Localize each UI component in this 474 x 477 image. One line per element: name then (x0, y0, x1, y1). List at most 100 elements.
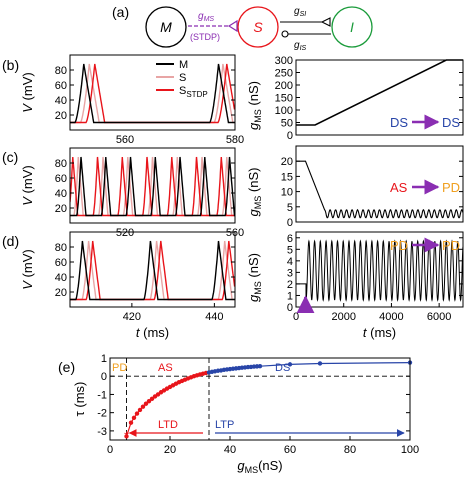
panel-c-right-ylabel: gMS (nS) (246, 168, 263, 217)
panel-b-right-ytick-label: 100 (275, 105, 293, 117)
trace-s (70, 240, 235, 301)
panel-d-right-xtick-label: 2000 (331, 311, 355, 323)
tau-point-as (143, 401, 149, 406)
trace-m (70, 240, 235, 301)
panel-d-right-frame (295, 231, 464, 308)
legend-label-s: S (179, 72, 186, 84)
panel-b-left-ytick-label: 20 (55, 110, 67, 122)
panel-d-left-frame (69, 231, 236, 308)
panel-c-right-ytick-label: 15 (281, 171, 293, 183)
panel-e-ytick-label: 1 (101, 353, 107, 365)
panel-b-right-frame (295, 59, 464, 136)
node-i-label: I (350, 19, 354, 35)
legend-label-m: M (179, 59, 188, 71)
panel-b-right-ytick-label: 150 (275, 93, 293, 105)
panel-d-voltage: 20 40 60 80 420 440 V (mV) t (ms) (20, 231, 236, 340)
edge-i-s-inhibitory-head (281, 30, 289, 38)
panel-c-right-ytick-label: 10 (281, 187, 293, 199)
panel-d-right-xtick-label: 6000 (427, 311, 451, 323)
region-label-pd: PD (112, 362, 127, 374)
panel-c-right-ytick-label: 0 (287, 217, 293, 229)
panel-e-xtick-label: 20 (164, 444, 176, 456)
panel-c-right-ytick-label: 20 (281, 156, 293, 168)
ylabel-var: V (20, 196, 35, 206)
region-label-as: AS (158, 362, 173, 374)
panel-d-right-ytick-label: 6 (287, 233, 293, 245)
xlabel-unit: (ms) (367, 325, 397, 340)
ylabel-unit: (nS) (246, 253, 261, 281)
panel-b-left-ytick-label: 80 (55, 65, 67, 77)
panel-e-ytick-label: -1 (97, 389, 107, 401)
tau-point-as (149, 396, 155, 402)
panel-d-right-xlabel: t (ms) (363, 325, 396, 340)
gms-line (296, 59, 463, 126)
ylabel-unit: (mV) (20, 72, 35, 104)
panel-b-left-ytick-label: 40 (55, 95, 67, 107)
panel-d-left-ytick-label: 20 (55, 287, 67, 299)
ylabel-var: g (246, 208, 261, 216)
g-ms-label: gMS (198, 11, 214, 23)
tau-point-as (131, 415, 137, 420)
ylabel-var: g (246, 122, 261, 130)
ylabel-var: g (246, 294, 261, 302)
panel-e-xtick-label: 0 (107, 444, 113, 456)
panel-d-left-xtick-label: 440 (205, 311, 223, 323)
panel-b-right-ylabel: gMS (nS) (246, 81, 263, 130)
ylabel-unit: (mV) (20, 249, 35, 281)
region-label-ds: DS (275, 362, 290, 374)
panel-d-right-ytick-label: 0 (287, 302, 293, 314)
panel-d-left-ytick-label: 60 (55, 257, 67, 269)
ylabel-sub: MS (253, 281, 263, 295)
panel-d-right-ytick-label: 4 (287, 256, 293, 268)
panel-d-right-ytick-label: 2 (287, 279, 293, 291)
g-is-label: gIS (294, 40, 307, 52)
panel-b-right-ytick-label: 200 (275, 80, 293, 92)
ylabel-unit: (nS) (246, 168, 261, 196)
panel-e-frame (109, 357, 411, 441)
panel-b-right-ytick-label: 50 (281, 118, 293, 130)
panel-e-ytick-label: -2 (97, 408, 107, 420)
panel-d-transition-from: PD (390, 238, 408, 253)
tau-point-as (128, 420, 134, 425)
panel-e-xtick-label: 40 (224, 444, 236, 456)
panel-b-right-ytick-label: 250 (275, 68, 293, 80)
legend-text: M (179, 59, 188, 71)
legend-text: S (179, 72, 186, 84)
panel-b-transition-to: DS (442, 115, 460, 130)
panel-d-right-ytick-label: 1 (287, 290, 293, 302)
node-i-circle (331, 6, 373, 48)
ylabel-var: V (20, 280, 35, 290)
tau-point-as (137, 407, 143, 413)
panel-e-ytick-label: -3 (97, 426, 107, 438)
panel-c-gms: 0 5 10 15 20 gMS (nS) AS PD (246, 145, 464, 229)
panel-b-right-ytick-label: 300 (275, 55, 293, 67)
tau-point-as (140, 404, 146, 409)
gms-line (296, 239, 464, 302)
panel-e-xtick-label: 60 (284, 444, 296, 456)
panel-d-right-xtick-label: 4000 (379, 311, 403, 323)
tau-point-as (124, 434, 129, 439)
node-m-circle (145, 6, 187, 48)
panel-e-xtick-label: 80 (344, 444, 356, 456)
panel-label-a: (a) (112, 4, 129, 20)
xlabel-sub: MS (245, 465, 259, 475)
node-s-circle (237, 6, 279, 48)
node-m-label: M (160, 19, 172, 35)
panel-d-right-xtick-label: 0 (293, 311, 299, 323)
gms-line (296, 160, 464, 219)
panel-c-left-ylabel: V (mV) (20, 165, 35, 205)
legend-text: S (179, 85, 186, 97)
panel-d-transition-to: PD (442, 238, 460, 253)
panel-e-ytick-label: 0 (101, 371, 107, 383)
panel-label-b: (b) (2, 57, 19, 73)
xlabel-var: t (363, 325, 368, 340)
panel-d-right-ylabel: gMS (nS) (246, 253, 263, 302)
ylabel-unit: (nS) (246, 81, 261, 109)
panel-c-left-frame (69, 147, 236, 224)
panel-b-left-xtick-label: 580 (226, 134, 244, 146)
